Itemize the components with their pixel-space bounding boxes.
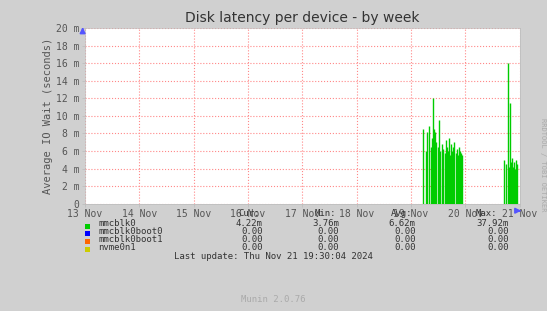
Text: 0.00: 0.00 [394, 227, 416, 236]
Text: 0.00: 0.00 [487, 243, 509, 252]
Text: 0.00: 0.00 [241, 235, 263, 244]
Text: 0.00: 0.00 [318, 227, 339, 236]
Text: 0.00: 0.00 [487, 227, 509, 236]
Text: nvme0n1: nvme0n1 [98, 243, 136, 252]
Text: 0.00: 0.00 [241, 243, 263, 252]
Text: Min:: Min: [315, 209, 336, 218]
Y-axis label: Average IO Wait (seconds): Average IO Wait (seconds) [43, 38, 53, 194]
Text: 4.22m: 4.22m [236, 219, 263, 228]
Text: Avg:: Avg: [391, 209, 412, 218]
Text: Max:: Max: [476, 209, 497, 218]
Text: Cur:: Cur: [238, 209, 259, 218]
Text: 0.00: 0.00 [318, 243, 339, 252]
Text: Last update: Thu Nov 21 19:30:04 2024: Last update: Thu Nov 21 19:30:04 2024 [174, 252, 373, 261]
Text: mmcblk0: mmcblk0 [98, 219, 136, 228]
Text: 0.00: 0.00 [318, 235, 339, 244]
Text: 6.62m: 6.62m [389, 219, 416, 228]
Text: 3.76m: 3.76m [312, 219, 339, 228]
Text: RRDTOOL / TOBI OETIKER: RRDTOOL / TOBI OETIKER [540, 118, 546, 212]
Text: mmcblk0boot1: mmcblk0boot1 [98, 235, 163, 244]
Text: 0.00: 0.00 [394, 243, 416, 252]
Text: 37.92m: 37.92m [476, 219, 509, 228]
Text: 0.00: 0.00 [241, 227, 263, 236]
Text: Munin 2.0.76: Munin 2.0.76 [241, 295, 306, 304]
Title: Disk latency per device - by week: Disk latency per device - by week [185, 12, 420, 26]
Text: mmcblk0boot0: mmcblk0boot0 [98, 227, 163, 236]
Text: 0.00: 0.00 [487, 235, 509, 244]
Text: 0.00: 0.00 [394, 235, 416, 244]
